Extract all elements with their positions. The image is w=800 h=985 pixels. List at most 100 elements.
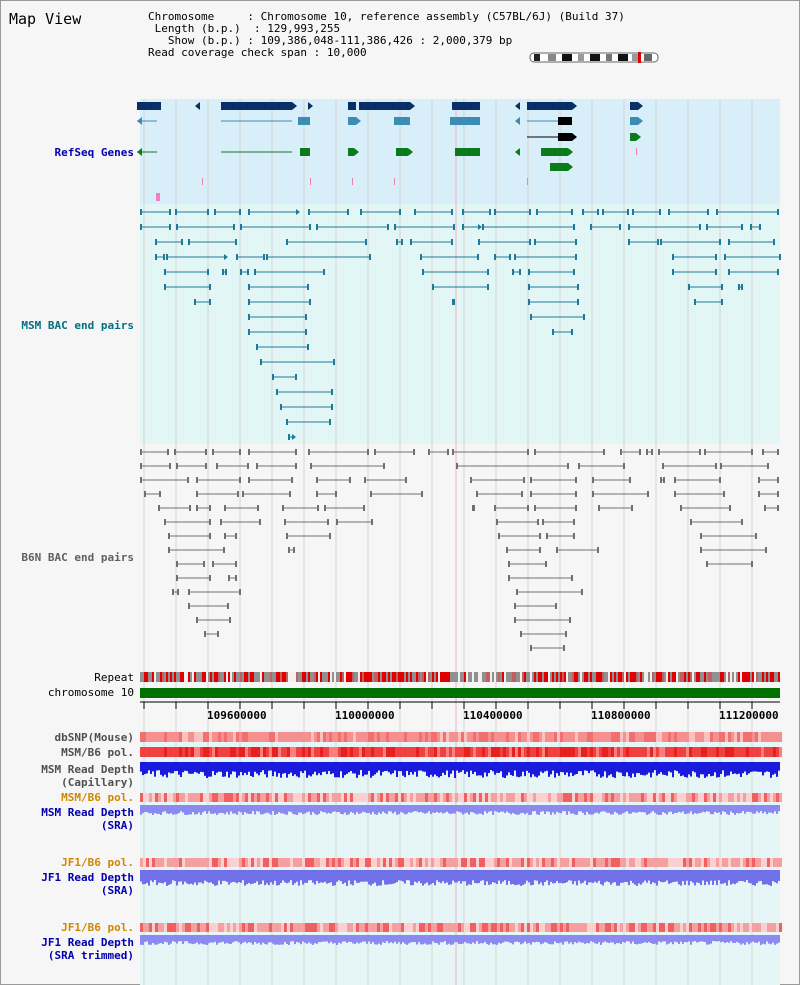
b6n-bac-pair-end <box>421 491 423 497</box>
msm-depth-sra-bar <box>536 805 538 815</box>
b6n-bac-pair-end <box>144 491 146 497</box>
jf1-b6-pol-trim-cell <box>311 923 314 932</box>
msm-b6-pol-cell <box>431 747 434 757</box>
jf1-b6-pol-cell <box>605 858 608 867</box>
jf1-depth-bar <box>222 870 224 881</box>
jf1-depth-bar <box>610 870 612 885</box>
jf1-b6-pol-cell <box>437 858 440 867</box>
msm-bac-pair-end <box>240 224 242 230</box>
msm-depth-sra-bar <box>186 805 188 815</box>
label-msm-bac[interactable]: MSM BAC end pairs <box>21 319 134 332</box>
jf1-trim-depth-bar <box>592 935 594 943</box>
msm-depth-sra-bar <box>684 805 686 815</box>
repeat-block <box>502 672 504 682</box>
jf1-b6-pol-trim-cell <box>593 923 596 932</box>
chromosome-ideogram[interactable] <box>528 52 660 64</box>
jf1-trim-depth-bar <box>270 935 272 943</box>
msm-bac-pair-end <box>590 224 592 230</box>
msm-depth-cap-bar <box>570 762 572 773</box>
msm-depth-cap-bar <box>474 762 476 772</box>
msm-b6-pol-sra-cell <box>587 793 590 802</box>
jf1-trim-depth-bar <box>412 935 414 943</box>
jf1-b6-pol-cell <box>755 858 758 867</box>
dbsnp-cell <box>347 732 350 742</box>
msm-depth-sra-bar <box>618 805 620 815</box>
jf1-b6-pol-cell <box>698 858 701 867</box>
jf1-depth-bar <box>622 870 624 883</box>
jf1-depth-bar <box>586 870 588 885</box>
repeat-block <box>248 672 250 682</box>
jf1-trim-depth-bar <box>762 935 764 944</box>
msm-depth-sra-bar <box>412 805 414 812</box>
msm-depth-cap-bar <box>402 762 404 776</box>
msm-depth-cap-bar <box>404 762 406 778</box>
repeat-block <box>328 672 330 682</box>
jf1-trim-depth-bar <box>346 935 348 943</box>
msm-depth-sra-bar <box>450 805 452 815</box>
msm-b6-pol-sra-cell <box>773 793 776 802</box>
jf1-depth-bar <box>374 870 376 883</box>
jf1-trim-depth-bar <box>648 935 650 943</box>
msm-b6-pol-cell <box>773 747 776 757</box>
b6n-bac-pair-end <box>203 561 205 567</box>
b6n-bac-pair-end <box>534 449 536 455</box>
jf1-b6-pol-trim-cell <box>314 923 317 932</box>
dbsnp-cell <box>650 732 653 742</box>
b6n-bac-pair-end <box>256 463 258 469</box>
repeat-block <box>140 672 142 682</box>
dbsnp-cell <box>386 732 389 742</box>
msm-depth-cap-bar <box>714 762 716 773</box>
msm-b6-pol-cell <box>242 747 245 757</box>
b6n-bac-pair-end <box>777 505 779 511</box>
jf1-depth-bar <box>594 870 596 882</box>
jf1-b6-pol-cell <box>443 858 446 867</box>
msm-b6-pol-cell <box>143 747 146 757</box>
jf1-trim-line1: JF1 Read Depth <box>41 936 134 949</box>
msm-depth-sra-bar <box>272 805 274 812</box>
msm-b6-pol-cell <box>383 747 386 757</box>
jf1-b6-pol-trim-cell <box>551 923 554 932</box>
dbsnp-cell <box>380 732 383 742</box>
jf1-b6-pol-cell <box>386 858 389 867</box>
msm-b6-pol-cell <box>482 747 485 757</box>
repeat-block <box>566 672 568 682</box>
jf1-b6-pol-cell <box>260 858 263 867</box>
jf1-b6-pol-trim-cell <box>416 923 419 932</box>
repeat-block <box>720 672 722 682</box>
label-b6n-bac[interactable]: B6N BAC end pairs <box>21 551 134 564</box>
jf1-b6-pol-cell <box>434 858 437 867</box>
repeat-block <box>320 672 322 682</box>
msm-b6-pol-cell <box>221 747 224 757</box>
msm-b6-pol-sra-cell <box>494 793 497 802</box>
jf1-trim-depth-bar <box>626 935 628 942</box>
jf1-depth-bar <box>726 870 728 886</box>
jf1-trim-depth-bar <box>230 935 232 944</box>
jf1-depth-bar <box>332 870 334 886</box>
msm-bac-pair-end <box>347 209 349 215</box>
msm-b6-pol-sra-cell <box>257 793 260 802</box>
label-refseq-genes[interactable]: RefSeq Genes <box>54 146 134 159</box>
jf1-b6-pol-cell <box>527 858 530 867</box>
b6n-bac-pair-end <box>239 589 241 595</box>
jf1-trim-depth-bar <box>342 935 344 942</box>
jf1-depth-bar <box>250 870 252 885</box>
repeat-block <box>664 672 666 682</box>
b6n-bac-pair-end <box>371 519 373 525</box>
msm-b6-pol-cell <box>170 747 173 757</box>
msm-depth-sra-bar <box>730 805 732 812</box>
jf1-trim-depth-bar <box>296 935 298 942</box>
msm-depth-cap-bar <box>586 762 588 771</box>
repeat-block <box>302 672 304 682</box>
msm-bac-pair-end <box>169 209 171 215</box>
dbsnp-cell <box>524 732 527 742</box>
msm-b6-pol-cell <box>224 747 227 757</box>
dbsnp-cell <box>719 732 722 742</box>
jf1-trim-depth-bar <box>300 935 302 945</box>
msm-depth-cap-bar <box>238 762 240 776</box>
repeat-block <box>580 672 582 682</box>
repeat-block <box>316 672 318 682</box>
msm-b6-pol-cell <box>713 747 716 757</box>
msm-depth-cap-bar <box>484 762 486 773</box>
msm-b6-pol-cell <box>302 747 305 757</box>
